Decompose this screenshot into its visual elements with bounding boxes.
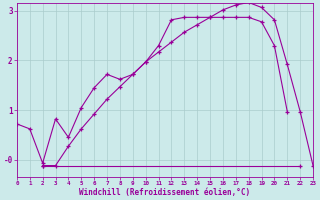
X-axis label: Windchill (Refroidissement éolien,°C): Windchill (Refroidissement éolien,°C) [79,188,251,197]
